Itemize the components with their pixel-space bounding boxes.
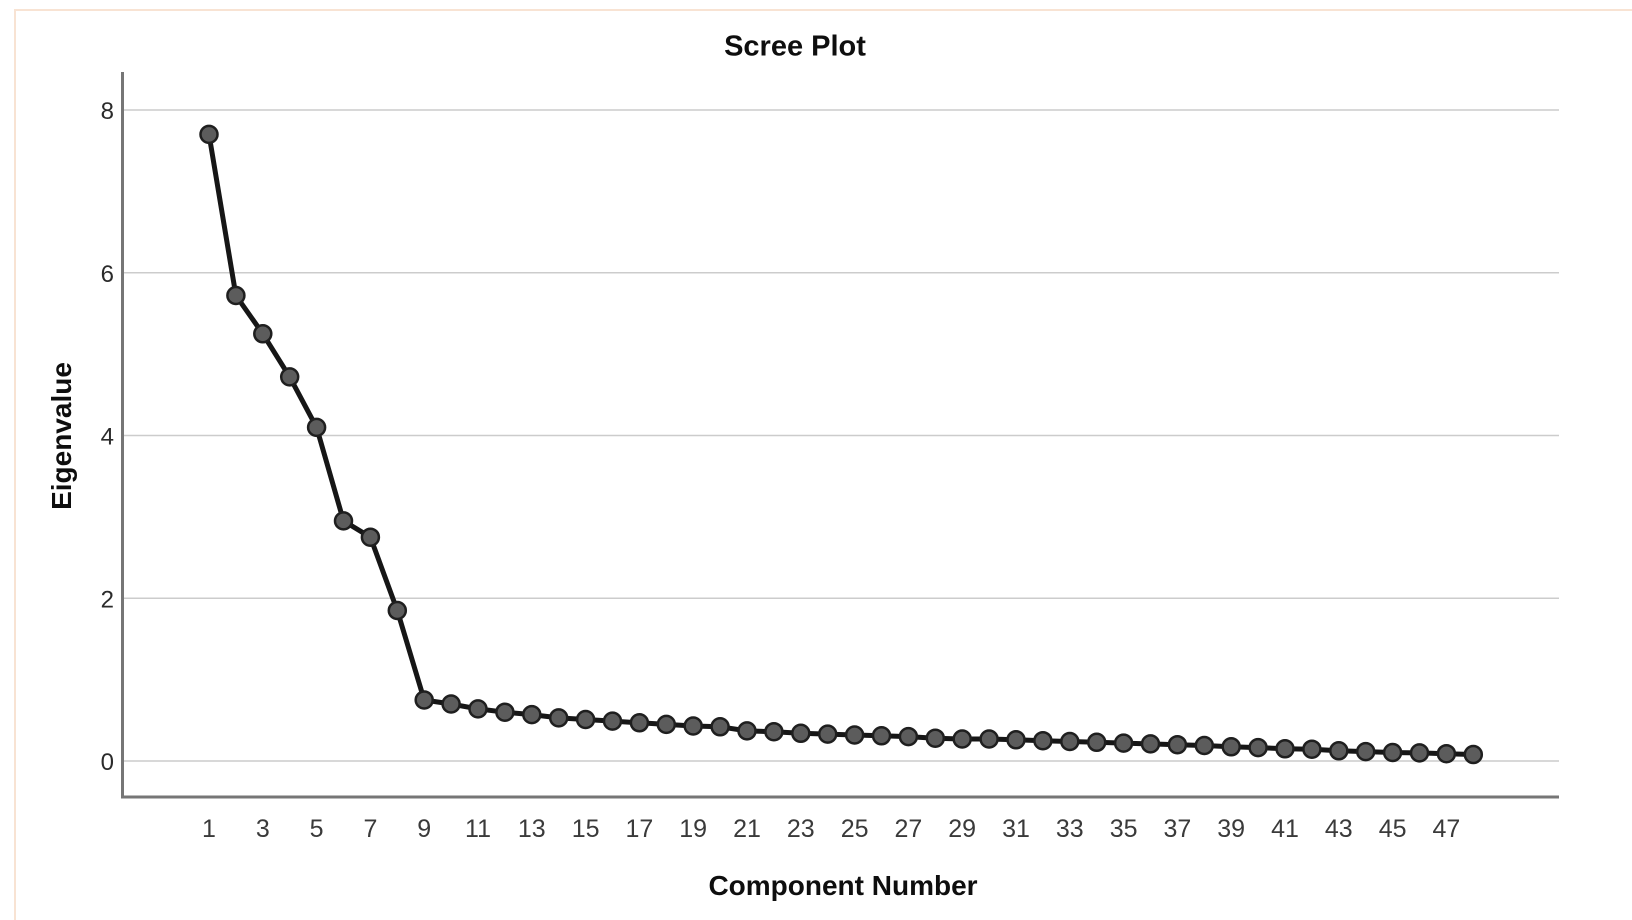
data-point-40 — [1248, 737, 1268, 758]
x-tick-label-45: 45 — [1379, 815, 1407, 843]
x-tick-label-25: 25 — [841, 815, 869, 843]
data-point-20 — [710, 717, 730, 737]
data-point-4 — [279, 367, 300, 387]
x-tick-label-21: 21 — [733, 815, 761, 843]
data-point-12 — [495, 702, 515, 722]
data-point-30 — [979, 729, 999, 749]
x-tick-label-47: 47 — [1432, 815, 1460, 843]
y-tick-label-8: 8 — [101, 98, 114, 125]
data-point-41 — [1275, 739, 1295, 759]
data-point-32 — [1033, 730, 1053, 751]
data-point-29 — [952, 729, 972, 749]
data-point-2 — [226, 285, 246, 306]
x-tick-label-27: 27 — [894, 815, 922, 843]
data-point-6 — [333, 511, 354, 531]
data-point-33 — [1060, 731, 1080, 752]
x-tick-label-19: 19 — [679, 815, 707, 843]
x-tick-label-17: 17 — [625, 815, 653, 843]
x-tick-label-9: 9 — [417, 815, 431, 843]
data-point-18 — [656, 714, 677, 735]
y-tick-label-6: 6 — [101, 261, 114, 288]
data-point-46 — [1409, 743, 1430, 763]
data-point-43 — [1329, 741, 1349, 761]
data-point-3 — [253, 324, 273, 344]
y-tick-label-0: 0 — [101, 749, 114, 776]
data-point-13 — [522, 704, 542, 725]
data-point-26 — [871, 726, 892, 746]
x-tick-label-15: 15 — [572, 815, 600, 843]
x-tick-label-41: 41 — [1271, 815, 1299, 843]
chart-title: Scree Plot — [724, 30, 866, 63]
data-point-39 — [1221, 737, 1241, 757]
data-point-24 — [817, 724, 838, 744]
x-axis-title: Component Number — [708, 870, 978, 901]
x-tick-label-43: 43 — [1325, 815, 1353, 843]
data-point-45 — [1382, 742, 1403, 763]
data-point-44 — [1355, 741, 1376, 762]
data-point-42 — [1302, 739, 1322, 759]
data-point-19 — [683, 716, 703, 736]
data-point-10 — [441, 694, 461, 714]
x-tick-label-5: 5 — [310, 815, 324, 843]
data-point-35 — [1113, 733, 1134, 753]
data-point-47 — [1436, 743, 1457, 764]
data-point-34 — [1086, 732, 1107, 753]
x-tick-label-29: 29 — [948, 815, 976, 843]
x-tick-label-11: 11 — [465, 815, 491, 843]
data-point-25 — [844, 725, 865, 745]
x-tick-label-37: 37 — [1163, 815, 1191, 843]
data-point-16 — [602, 711, 623, 731]
data-point-5 — [306, 417, 327, 438]
x-tick-label-1: 1 — [202, 815, 216, 843]
x-tick-label-39: 39 — [1217, 815, 1245, 843]
x-tick-label-3: 3 — [256, 815, 270, 843]
data-point-48 — [1463, 744, 1484, 765]
x-tick-label-35: 35 — [1110, 815, 1138, 843]
data-point-28 — [925, 728, 946, 748]
data-point-31 — [1006, 730, 1026, 750]
y-tick-label-2: 2 — [101, 586, 114, 613]
data-point-11 — [468, 699, 488, 719]
x-tick-label-13: 13 — [518, 815, 546, 843]
data-point-15 — [575, 709, 596, 730]
data-point-8 — [387, 600, 408, 621]
y-tick-label-4: 4 — [101, 424, 114, 451]
y-axis-title: Eigenvalue — [46, 362, 77, 510]
scree-line — [206, 131, 1476, 757]
x-tick-label-23: 23 — [787, 815, 815, 843]
data-point-38 — [1194, 735, 1215, 756]
x-tick-label-33: 33 — [1056, 815, 1084, 843]
data-point-17 — [629, 713, 650, 733]
x-tick-label-7: 7 — [363, 815, 377, 843]
data-point-36 — [1140, 734, 1161, 754]
data-point-23 — [791, 723, 811, 744]
data-point-14 — [548, 708, 569, 728]
x-tick-label-31: 31 — [1002, 815, 1030, 843]
data-point-1 — [199, 124, 219, 145]
data-point-21 — [737, 721, 757, 741]
data-point-9 — [414, 690, 434, 710]
data-point-7 — [360, 527, 381, 547]
data-point-27 — [898, 726, 919, 747]
data-point-37 — [1167, 734, 1188, 755]
data-point-22 — [764, 721, 784, 742]
